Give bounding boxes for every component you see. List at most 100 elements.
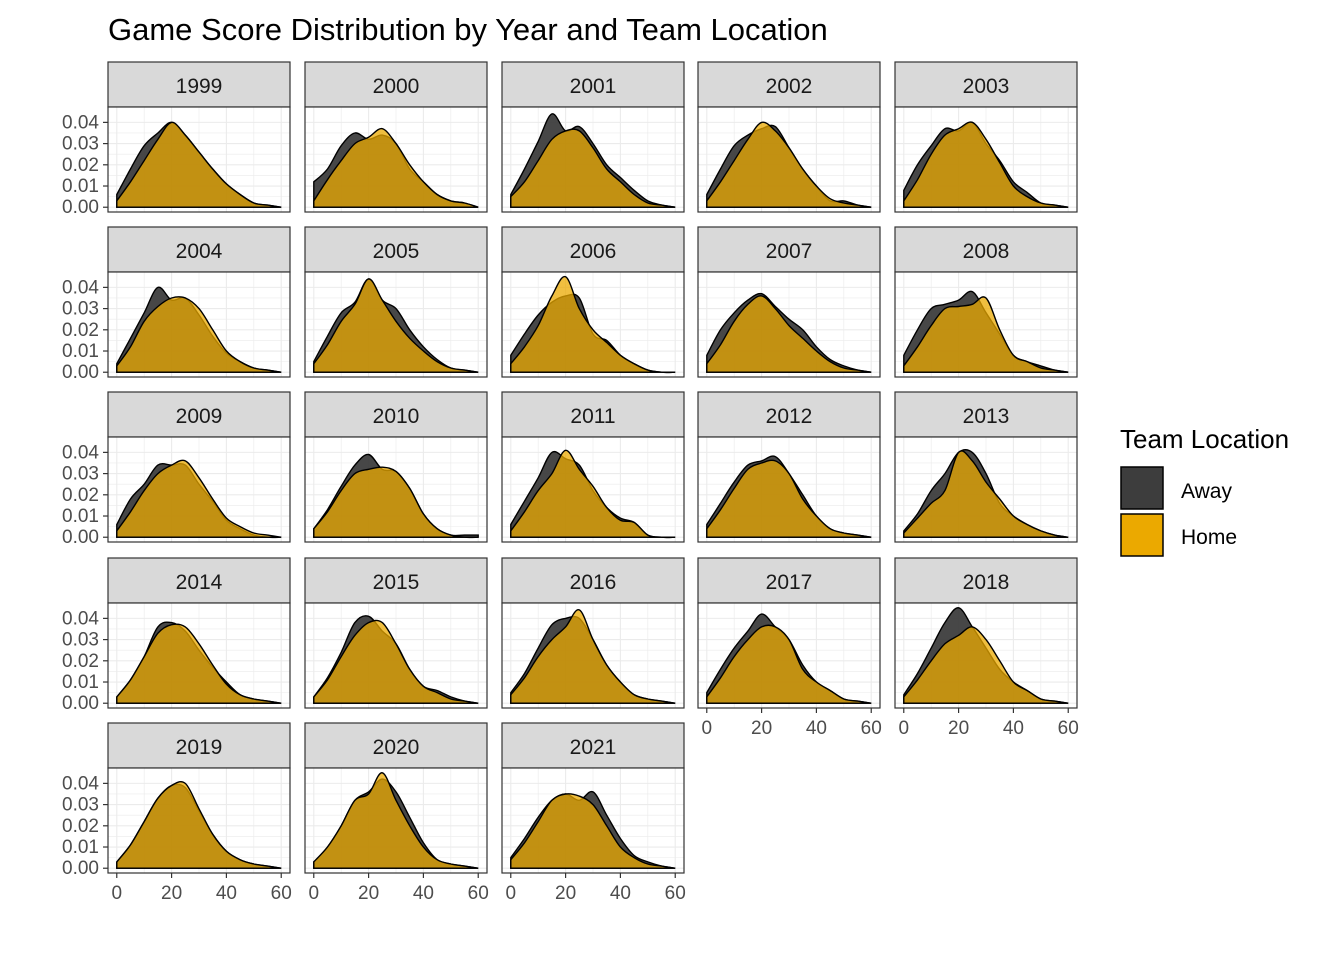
y-tick-label: 0.01 bbox=[62, 672, 99, 693]
panel-border bbox=[304, 106, 488, 213]
x-axis: 0 20 40 60 bbox=[701, 708, 882, 739]
facet-strip-label: 2008 bbox=[963, 240, 1010, 263]
panel-border bbox=[107, 436, 291, 543]
facet-strip-label: 2014 bbox=[176, 571, 223, 594]
legend-item-home: Home bbox=[1120, 513, 1237, 557]
panel-border bbox=[697, 602, 881, 709]
panel-border bbox=[501, 106, 685, 213]
facet-strip-label: 2021 bbox=[570, 736, 617, 759]
x-tick-label: 20 bbox=[751, 718, 772, 739]
density-home bbox=[510, 793, 676, 869]
facet-strip bbox=[501, 722, 685, 769]
x-tick-label: 0 bbox=[308, 883, 319, 904]
facet-strip-label: 2013 bbox=[963, 405, 1010, 428]
facet-strip bbox=[894, 226, 1078, 273]
facet-strip bbox=[107, 226, 291, 273]
facet-strip-label: 1999 bbox=[176, 75, 223, 98]
facet-strip-label: 2020 bbox=[373, 736, 420, 759]
facet-panel-2005: 2005 bbox=[304, 226, 488, 378]
y-axis: 0.000.010.020.030.04 bbox=[62, 112, 108, 218]
x-tick-label: 0 bbox=[898, 718, 909, 739]
panel-border bbox=[697, 436, 881, 543]
facet-strip bbox=[107, 61, 291, 108]
x-tick-label: 0 bbox=[111, 883, 122, 904]
facet-strip bbox=[304, 722, 488, 769]
facet-strip-label: 2015 bbox=[373, 571, 420, 594]
y-tick-label: 0.04 bbox=[62, 442, 99, 463]
y-tick-label: 0.04 bbox=[62, 608, 99, 629]
facet-panel-2018: 2018 0 20 40 60 bbox=[894, 557, 1079, 739]
x-tick-label: 20 bbox=[555, 883, 576, 904]
facet-strip-label: 2017 bbox=[766, 571, 813, 594]
facet-panel-2010: 2010 bbox=[304, 391, 488, 543]
x-axis: 0 20 40 60 bbox=[898, 708, 1079, 739]
density-home bbox=[706, 121, 872, 208]
x-axis: 0 20 40 60 bbox=[111, 873, 292, 904]
y-tick-label: 0.01 bbox=[62, 341, 99, 362]
density-home bbox=[116, 296, 282, 373]
facet-strip bbox=[107, 557, 291, 604]
density-home bbox=[706, 459, 872, 538]
facet-strip bbox=[697, 557, 881, 604]
y-tick-label: 0.00 bbox=[62, 693, 99, 714]
facet-strip-label: 2007 bbox=[766, 240, 813, 263]
panel-border bbox=[894, 436, 1078, 543]
density-home bbox=[903, 626, 1069, 704]
facet-strip bbox=[894, 391, 1078, 438]
y-tick-label: 0.02 bbox=[62, 485, 99, 506]
facet-strip bbox=[894, 557, 1078, 604]
panel-border bbox=[894, 106, 1078, 213]
density-home bbox=[116, 459, 282, 538]
facet-panel-2002: 2002 bbox=[697, 61, 881, 213]
facet-strip bbox=[501, 61, 685, 108]
y-tick-label: 0.03 bbox=[62, 464, 99, 485]
facet-strip bbox=[697, 391, 881, 438]
facet-panel-2017: 2017 0 20 40 60 bbox=[697, 557, 882, 739]
legend-title: Team Location bbox=[1120, 424, 1289, 454]
facet-panel-2003: 2003 bbox=[894, 61, 1078, 213]
legend-label-home: Home bbox=[1181, 526, 1237, 549]
legend-key-home bbox=[1120, 513, 1164, 557]
facet-strip-label: 2005 bbox=[373, 240, 420, 263]
facet-panel-2012: 2012 bbox=[697, 391, 881, 543]
facet-panel-2015: 2015 bbox=[304, 557, 488, 709]
x-tick-label: 0 bbox=[701, 718, 712, 739]
density-home bbox=[313, 278, 479, 373]
density-home bbox=[903, 121, 1069, 208]
legend-key-away bbox=[1120, 466, 1164, 510]
x-tick-label: 40 bbox=[1003, 718, 1024, 739]
y-tick-label: 0.03 bbox=[62, 134, 99, 155]
panel-border bbox=[304, 602, 488, 709]
facet-panel-2007: 2007 bbox=[697, 226, 881, 378]
x-tick-label: 60 bbox=[468, 883, 489, 904]
panel-border bbox=[697, 271, 881, 378]
legend-item-away: Away bbox=[1120, 466, 1232, 510]
x-tick-label: 40 bbox=[610, 883, 631, 904]
chart-title: Game Score Distribution by Year and Team… bbox=[108, 12, 828, 47]
panel-border bbox=[501, 767, 685, 874]
y-tick-label: 0.04 bbox=[62, 277, 99, 298]
x-tick-label: 40 bbox=[413, 883, 434, 904]
facet-panel-1999: 1999 0.000.010.020.030.04 bbox=[62, 61, 291, 218]
density-home bbox=[116, 623, 282, 704]
facet-strip bbox=[697, 226, 881, 273]
x-tick-label: 60 bbox=[271, 883, 292, 904]
density-home bbox=[510, 275, 676, 374]
facet-strip bbox=[501, 557, 685, 604]
facet-panel-2014: 2014 0.000.010.020.030.04 bbox=[62, 557, 291, 714]
facet-strip-label: 2004 bbox=[176, 240, 223, 263]
y-axis: 0.000.010.020.030.04 bbox=[62, 442, 108, 548]
y-axis: 0.000.010.020.030.04 bbox=[62, 608, 108, 714]
legend-label-away: Away bbox=[1181, 480, 1232, 503]
y-tick-label: 0.04 bbox=[62, 773, 99, 794]
y-tick-label: 0.00 bbox=[62, 197, 99, 218]
density-home bbox=[510, 128, 676, 208]
density-home bbox=[313, 619, 479, 704]
facet-strip-label: 2006 bbox=[570, 240, 617, 263]
density-home bbox=[116, 780, 282, 869]
y-tick-label: 0.00 bbox=[62, 362, 99, 383]
x-tick-label: 0 bbox=[505, 883, 516, 904]
x-tick-label: 20 bbox=[358, 883, 379, 904]
x-tick-label: 60 bbox=[665, 883, 686, 904]
